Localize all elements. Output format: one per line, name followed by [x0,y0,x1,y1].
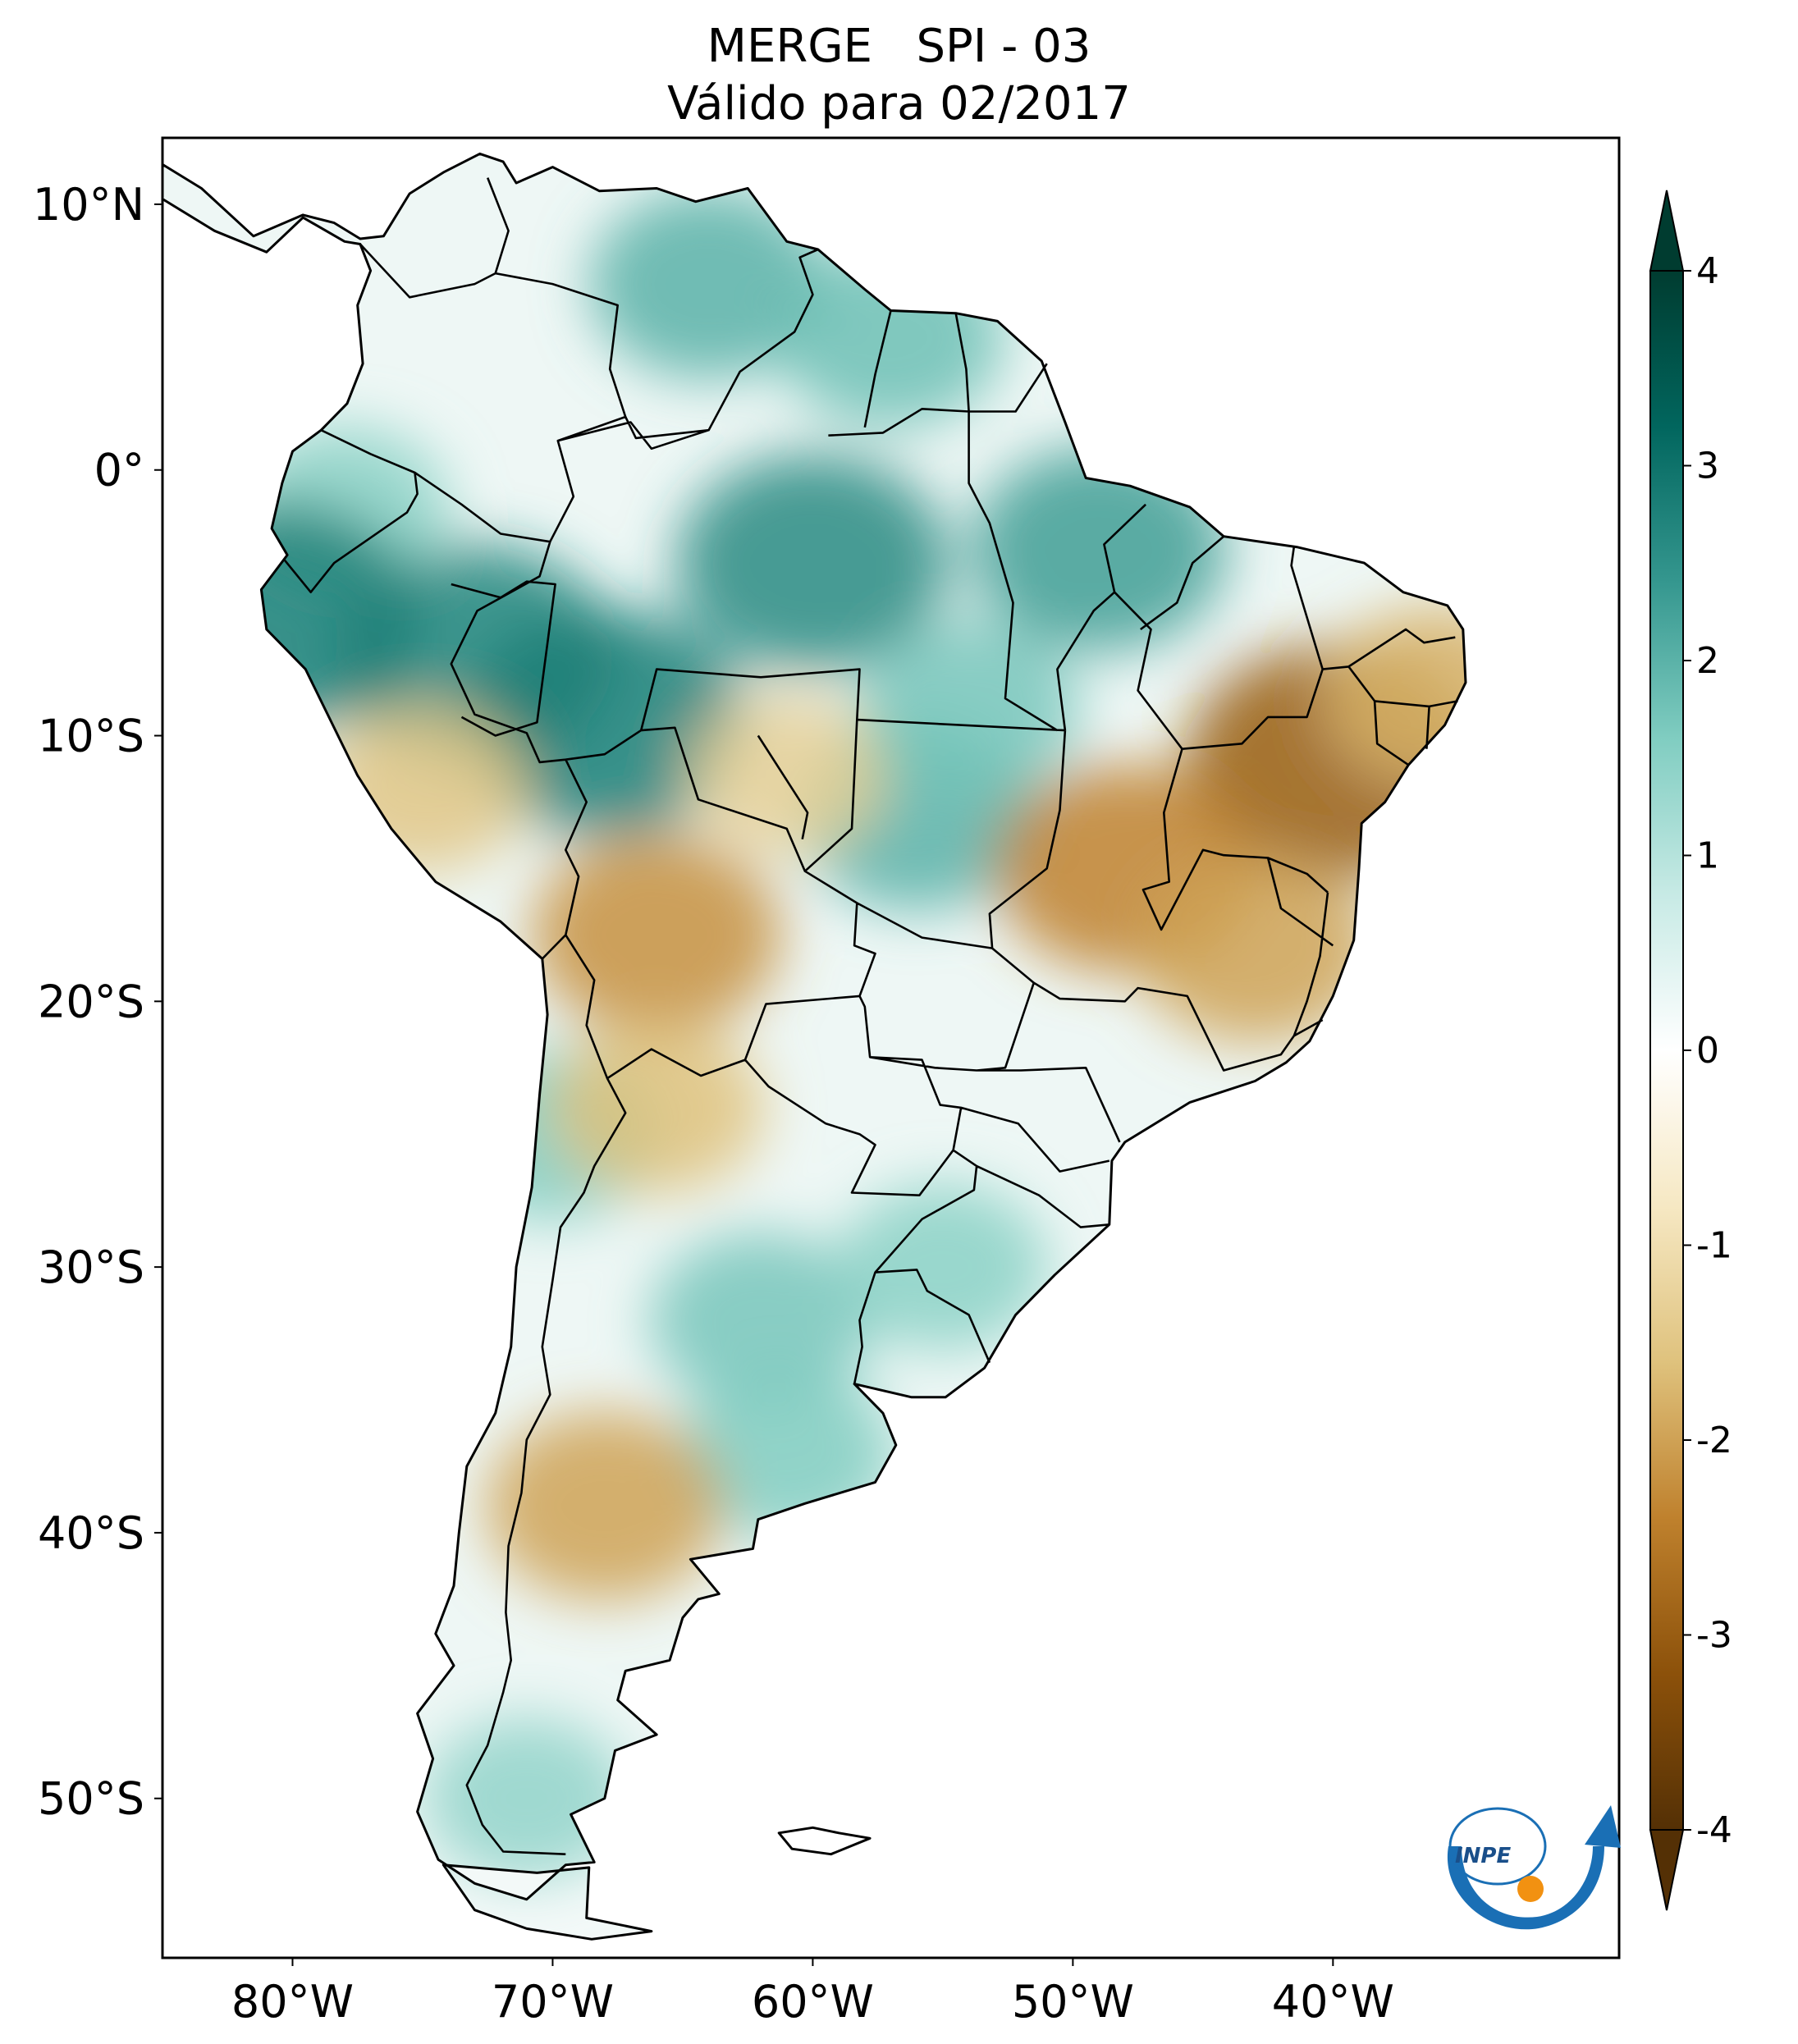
spi-anomaly-region-17 [1136,853,1375,1044]
country-state-borders [283,177,1458,1855]
map-title: MERGE SPI - 03 Válido para 02/2017 [0,18,1798,133]
tierra-del-fuego-coastline [441,1863,653,1941]
logo-swoosh [1447,1846,1604,1930]
lat-tick-label-2: 10°S [38,711,144,762]
spi-anomaly-region-20 [549,1022,765,1194]
colorbar-tick-label-3: 1 [1696,835,1719,877]
logo-sun [1517,1876,1544,1902]
logo-arrow [1585,1805,1621,1848]
longitude-axis: 80°W 70°W 60°W 50°W 40°W [231,1958,1394,2028]
colorbar-tick-label-1: 3 [1696,446,1719,487]
lon-tick-label-0: 80°W [231,1976,354,2028]
lat-tick-label-5: 40°S [38,1507,144,1559]
logo-text: INPE [1455,1844,1511,1868]
spi-anomaly-region-22 [688,696,886,855]
colorbar-tick-label-0: 4 [1696,250,1719,292]
inpe-logo: INPE [1447,1805,1621,1930]
colorbar-tick-label-4: 0 [1696,1030,1719,1072]
boundaries-layer [161,152,1467,1941]
colorbar-tick-label-7: -3 [1696,1615,1732,1657]
colorbar-extend-min [1649,1829,1685,1911]
spi-anomaly-region-19 [485,1411,724,1602]
lon-tick-label-3: 50°W [1012,1976,1134,2028]
lon-tick-label-2: 60°W [752,1976,874,2028]
spi-anomaly-region-18 [532,835,782,1035]
colorbar-extend-max [1649,190,1685,272]
colorbar: 4 3 2 1 0 -1 -2 -3 -4 [1649,190,1732,1911]
lat-tick-label-6: 50°S [38,1773,144,1825]
logo-orbit [1448,1807,1547,1886]
title-line-2: Válido para 02/2017 [667,77,1131,130]
lat-tick-label-1: 0° [94,445,144,496]
spi-anomaly-region-2 [676,454,949,672]
lon-tick-label-4: 40°W [1272,1976,1394,2028]
spi-anomaly-region-12 [424,1717,629,1880]
lat-tick-label-4: 30°S [38,1241,144,1293]
coastline [161,152,1467,1901]
spi-anomaly-region-7 [462,608,747,836]
lon-tick-label-1: 70°W [492,1976,614,2028]
lat-tick-label-3: 20°S [38,976,144,1027]
colorbar-tick-label-5: -1 [1696,1225,1732,1267]
lat-tick-label-0: 10°N [33,179,144,231]
spi-anomaly-region-10 [650,1232,872,1409]
spi-anomaly-region-13 [838,1183,1048,1351]
latitude-axis: 10°N 0° 10°S 20°S 30°S 40°S 50°S [33,179,162,1825]
falkland-coastline [777,1826,872,1856]
colorbar-tick-label-6: -2 [1696,1420,1732,1461]
colorbar-gradient [1650,271,1683,1830]
title-line-1: MERGE SPI - 03 [707,20,1091,73]
colorbar-tick-label-8: -4 [1696,1809,1732,1851]
spi-anomaly-region-23 [1324,605,1466,787]
colorbar-ticks: 4 3 2 1 0 -1 -2 -3 -4 [1683,250,1732,1851]
spi-anomaly-region-0 [589,189,828,380]
spi-anomaly-region-9 [858,620,1080,798]
colorbar-tick-label-2: 2 [1696,640,1719,682]
